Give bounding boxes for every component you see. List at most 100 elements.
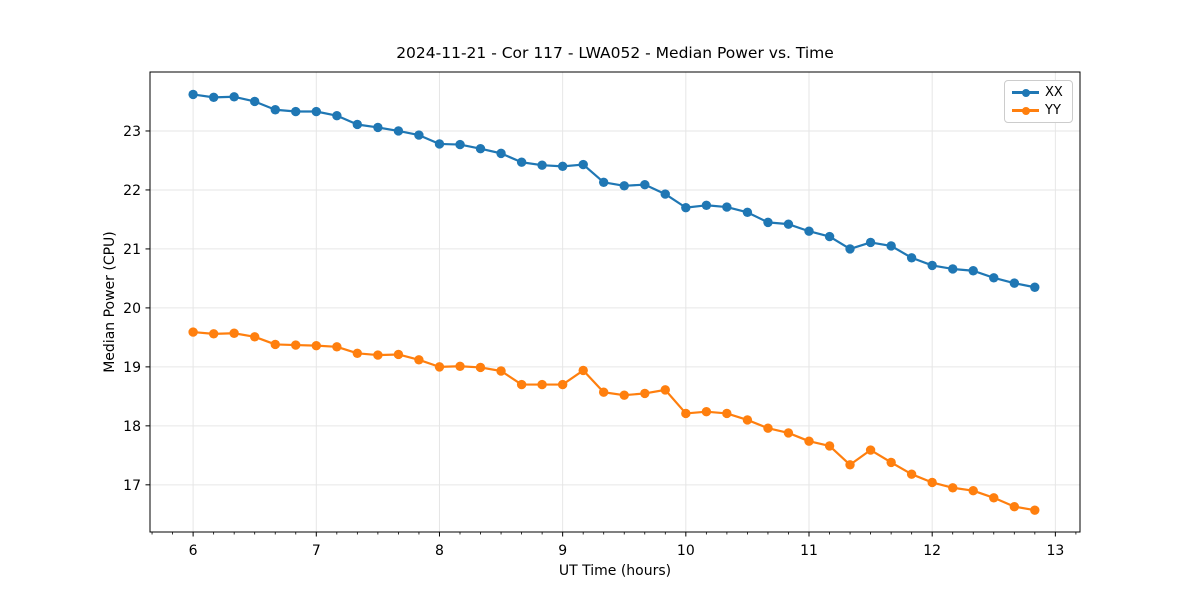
series-xx-point	[701, 200, 712, 210]
series-xx-point	[742, 207, 753, 218]
y-tick-label: 22	[123, 183, 141, 199]
series-xx-point	[906, 253, 917, 263]
series-yy-point	[311, 340, 321, 351]
series-yy-point	[763, 423, 773, 433]
series-yy-point	[722, 408, 732, 419]
series-xx-point	[537, 160, 547, 170]
series-yy-point	[845, 460, 855, 470]
series-xx-point	[352, 119, 363, 130]
series-xx-point	[557, 161, 568, 172]
series-yy-line	[192, 330, 1036, 512]
x-tick-label: 10	[677, 543, 695, 559]
y-tick-label: 21	[123, 242, 141, 258]
series-yy-point	[783, 428, 794, 438]
series-yy-point	[516, 379, 527, 390]
series-xx-point	[968, 266, 978, 276]
series-yy-point	[434, 362, 445, 372]
series-yy-point	[229, 328, 239, 338]
series-xx-point	[598, 177, 609, 187]
legend-item-yy: YY	[1012, 102, 1065, 119]
series-yy-point	[496, 366, 506, 376]
x-tick-label: 8	[435, 543, 444, 559]
legend-dot-swatch	[1021, 106, 1030, 115]
series-xx-point	[250, 96, 260, 107]
series-yy-point	[578, 365, 588, 376]
x-tick-label: 12	[923, 543, 941, 559]
series-xx-point	[270, 105, 280, 115]
series-yy-point	[804, 436, 814, 446]
series-yy-point	[270, 339, 280, 350]
legend-dot-swatch	[1021, 88, 1030, 97]
series-yy-point	[948, 483, 958, 493]
series-xx-point	[1030, 282, 1040, 292]
series-xx-point	[927, 260, 937, 271]
x-tick-label: 13	[1046, 543, 1064, 559]
series-xx-point	[865, 237, 876, 248]
series-yy-point	[701, 406, 712, 417]
series-xx-point	[619, 181, 629, 191]
series-xx-point	[496, 148, 506, 159]
x-tick-label: 11	[800, 543, 818, 559]
series-xx-point	[763, 217, 773, 228]
series-yy-point	[1009, 501, 1020, 512]
legend-label-yy: YY	[1045, 103, 1061, 118]
series-xx-point	[886, 241, 896, 251]
series-yy-point	[250, 332, 260, 342]
x-tick-label: 9	[558, 543, 567, 559]
series-yy-point	[619, 390, 629, 400]
series-xx-point	[804, 226, 814, 236]
y-tick-label: 23	[123, 124, 141, 140]
series-yy-point	[208, 329, 219, 339]
plot-border	[149, 71, 1081, 533]
series-xx-point	[414, 130, 424, 140]
series-xx-point	[188, 89, 198, 100]
x-tick-label: 7	[312, 543, 321, 559]
series-yy-point	[352, 348, 363, 359]
series-yy-point	[373, 350, 383, 360]
series-yy-point	[537, 379, 547, 390]
series-xx-point	[948, 264, 958, 274]
series-xx-point	[640, 179, 650, 190]
legend-item-xx: XX	[1012, 84, 1065, 101]
series-xx-point	[475, 143, 486, 154]
series-yy-point	[393, 349, 404, 360]
series-yy-point	[598, 387, 609, 397]
series-yy-point	[968, 486, 978, 496]
series-xx-point	[393, 126, 404, 136]
series-xx-point	[845, 244, 855, 254]
series-xx-point	[1009, 278, 1020, 288]
series-yy-point	[1030, 505, 1040, 515]
x-tick-label: 6	[189, 543, 198, 559]
series-xx-point	[434, 139, 445, 149]
series-yy-point	[475, 362, 486, 373]
series-xx-point	[578, 159, 588, 170]
y-axis-label: Median Power (CPU)	[102, 231, 118, 373]
legend: XX YY	[1004, 80, 1073, 123]
series-yy-point	[640, 388, 650, 399]
x-axis-label: UT Time (hours)	[558, 563, 672, 579]
legend-marker-xx-icon	[1012, 88, 1039, 98]
series-yy-point	[865, 445, 876, 455]
series-xx-point	[373, 122, 383, 133]
series-xx-point	[311, 106, 321, 117]
series-xx-point	[516, 157, 527, 167]
series-yy-point	[414, 355, 424, 365]
legend-label-xx: XX	[1045, 85, 1063, 100]
series-xx-point	[332, 110, 342, 121]
series-yy-point	[332, 342, 342, 352]
y-tick-label: 19	[123, 360, 141, 376]
series-yy-point	[455, 361, 465, 371]
series-yy-point	[660, 385, 670, 395]
series-yy-point	[886, 457, 896, 468]
series-yy-point	[824, 441, 835, 451]
series-xx-point	[824, 231, 835, 242]
series-yy-point	[681, 408, 691, 419]
series-yy-point	[291, 340, 301, 350]
series-xx-point	[660, 189, 670, 199]
y-tick-label: 17	[123, 478, 141, 494]
y-tick-label: 20	[123, 301, 141, 317]
chart-title: 2024-11-21 - Cor 117 - LWA052 - Median P…	[396, 44, 834, 62]
y-tick-label: 18	[123, 419, 141, 435]
